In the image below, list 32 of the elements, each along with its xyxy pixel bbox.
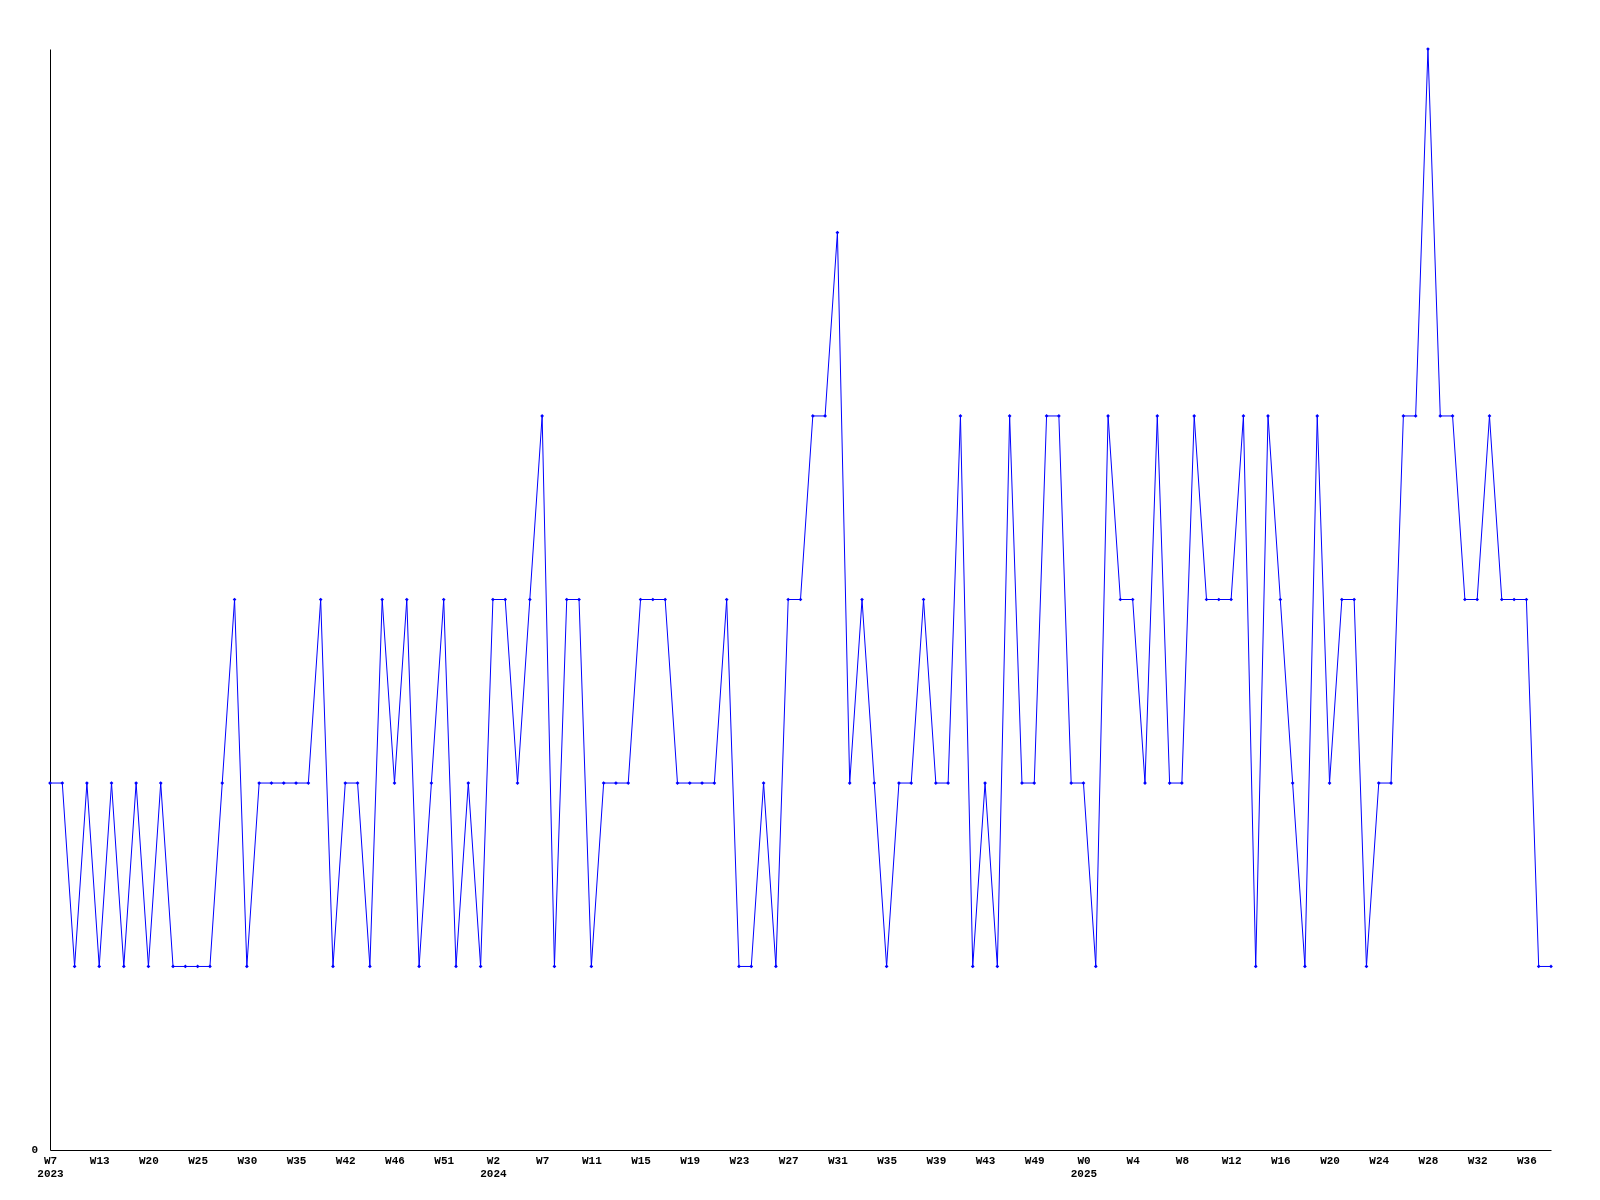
x-tick-label: W11 [581, 1154, 603, 1167]
x-tick-label: W51 [434, 1154, 455, 1167]
x-tick-label: W36 [1516, 1154, 1537, 1167]
x-tick-label: W2 2024 [480, 1154, 508, 1180]
x-tick-label: W25 [188, 1154, 209, 1167]
x-tick-label: W20 [1320, 1154, 1340, 1167]
x-tick-label: W39 [926, 1154, 947, 1167]
x-tick-label: W13 [89, 1154, 111, 1167]
x-tick-label: W24 [1369, 1154, 1390, 1167]
x-tick-label: W28 [1418, 1154, 1439, 1167]
text: 0 [31, 1144, 38, 1156]
x-tick-label: W19 [680, 1154, 701, 1167]
x-tick-label: W4 [1126, 1154, 1141, 1167]
x-tick-label: W32 [1467, 1154, 1488, 1167]
x-tick-label: W31 [828, 1154, 849, 1167]
x-tick-label: W0 2025 [1070, 1154, 1098, 1180]
x-tick-label: W43 [975, 1154, 996, 1167]
x-tick-label: W12 [1221, 1154, 1242, 1167]
x-tick-label: W7 2023 [37, 1154, 65, 1180]
x-tick-label: W49 [1024, 1154, 1045, 1167]
x-tick-label: W35 [286, 1154, 307, 1167]
x-tick-label: W16 [1270, 1154, 1291, 1167]
x-tick-label: W27 [778, 1154, 799, 1167]
x-tick-label: W46 [385, 1154, 405, 1167]
x-tick-label: W20 [139, 1154, 159, 1167]
x-tick-label: W7 [536, 1154, 550, 1167]
x-tick-label: W30 [237, 1154, 258, 1167]
x-tick-label: W15 [631, 1154, 652, 1167]
x-tick-label: W8 [1175, 1154, 1190, 1167]
x-tick-label: W42 [335, 1154, 356, 1167]
x-tick-label: W23 [729, 1154, 750, 1167]
x-tick-label: W35 [877, 1154, 898, 1167]
